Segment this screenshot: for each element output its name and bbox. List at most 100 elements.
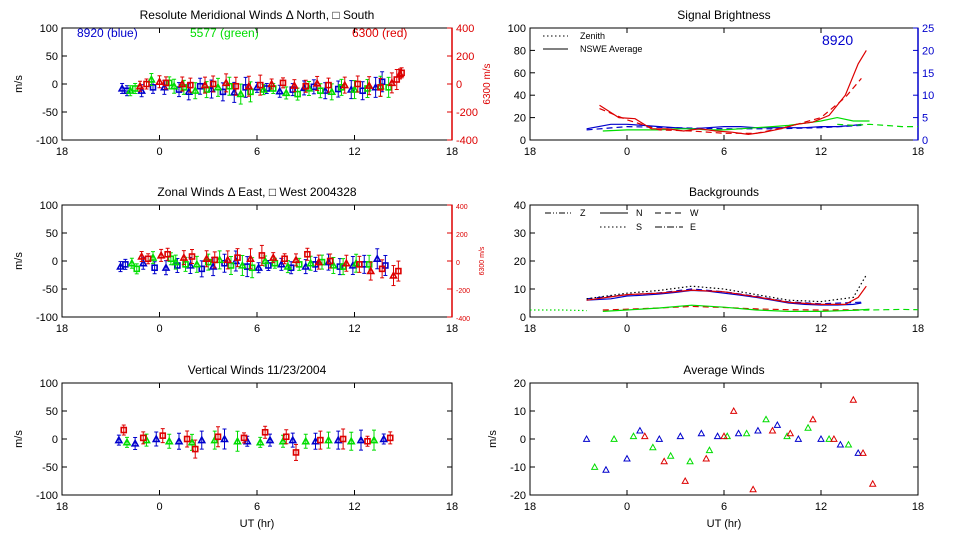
data-point (183, 435, 191, 443)
y-axis-label: m/s (487, 430, 499, 448)
y2-tick-label: 0 (456, 79, 462, 91)
data-point (346, 436, 356, 445)
panel-title: Backgrounds (689, 185, 759, 199)
y2-tick-label: 200 (456, 232, 468, 239)
data-point (265, 435, 275, 444)
data-point (686, 457, 694, 465)
data-point (192, 259, 202, 268)
x-axis-label: UT (hr) (240, 518, 275, 530)
data-point (238, 260, 247, 269)
data-point (200, 80, 210, 89)
data-point (794, 434, 803, 442)
data-point (849, 395, 858, 403)
data-point (825, 434, 833, 442)
data-point (655, 434, 664, 442)
y-tick-label: 60 (514, 68, 526, 80)
data-point (211, 256, 219, 264)
y2-tick-label: -200 (456, 288, 470, 295)
data-point (202, 254, 211, 262)
data-point (188, 253, 196, 260)
data-point (713, 432, 722, 440)
data-point (340, 80, 350, 89)
x-tick-label: 6 (721, 501, 727, 513)
data-point (749, 485, 757, 493)
legend-zenith: Zenith (580, 31, 605, 41)
y-tick-label: 10 (514, 406, 526, 418)
y2-tick-label: -200 (456, 107, 478, 119)
y-tick-label: 0 (52, 79, 58, 91)
y-tick-label: 10 (514, 284, 526, 296)
data-point (734, 429, 743, 437)
data-point (326, 257, 334, 265)
data-point (364, 437, 371, 445)
series-line (599, 78, 862, 134)
data-point (258, 252, 266, 259)
x-tick-label: 12 (815, 146, 827, 158)
data-point (197, 435, 207, 444)
data-point (255, 437, 265, 446)
data-point (220, 434, 229, 443)
x-tick-label: 18 (912, 146, 924, 158)
data-point (133, 265, 141, 273)
data-point (122, 437, 132, 446)
y2-tick-label: 400 (456, 204, 468, 211)
y-tick-label: -20 (510, 490, 526, 502)
series-line (586, 123, 862, 130)
y2-tick-label: -400 (456, 135, 478, 147)
y-tick-label: 20 (514, 113, 526, 125)
data-point (147, 74, 156, 83)
data-point (198, 265, 206, 273)
x-tick-label: 0 (156, 146, 162, 158)
legend-s: S (636, 222, 642, 232)
y2-axis-label: 6300 m/s (479, 246, 486, 275)
panel-meridional: Resolute Meridional Winds Δ North, □ Sou… (13, 8, 493, 141)
series-line (586, 285, 867, 305)
series-line (853, 308, 919, 311)
y-tick-label: -100 (36, 312, 58, 324)
y-tick-label: 80 (514, 45, 526, 57)
data-point (215, 255, 224, 264)
data-point (636, 426, 644, 434)
data-point (342, 258, 351, 267)
data-point (317, 436, 324, 444)
y-tick-label: -50 (42, 462, 58, 474)
data-point (310, 83, 318, 91)
data-point (290, 81, 299, 89)
data-point (248, 264, 256, 272)
data-point (287, 264, 295, 272)
x-tick-label: 6 (721, 146, 727, 158)
y2-tick-label: 0 (922, 135, 928, 147)
marks-meridional: 18 0 6 12 18 100 50 0 -50 -100 400 200 0 -200 -400 (36, 23, 478, 158)
data-point (164, 436, 174, 445)
data-point (151, 264, 158, 272)
y-tick-label: 20 (514, 256, 526, 268)
x-tick-label: 0 (156, 501, 162, 513)
data-point (350, 84, 359, 93)
data-point (279, 79, 287, 87)
x-tick-label: 12 (348, 146, 360, 158)
data-point (311, 436, 320, 445)
data-point (138, 258, 148, 267)
data-point (377, 84, 384, 91)
data-point (676, 432, 685, 440)
data-point (768, 426, 777, 434)
data-point (754, 426, 762, 434)
data-point (762, 415, 770, 423)
data-point (149, 84, 157, 91)
data-point (398, 69, 405, 77)
data-point (275, 86, 285, 95)
data-point (291, 255, 301, 264)
series-line (602, 116, 870, 132)
data-point (372, 254, 382, 262)
x-tick-label: 18 (912, 323, 924, 335)
data-point (333, 435, 343, 444)
data-point (164, 250, 171, 258)
y-tick-label: -100 (36, 490, 58, 502)
data-point (786, 429, 795, 437)
data-point (186, 260, 195, 269)
data-point (120, 426, 128, 434)
y2-tick-label: -400 (456, 316, 470, 323)
data-point (137, 251, 146, 260)
